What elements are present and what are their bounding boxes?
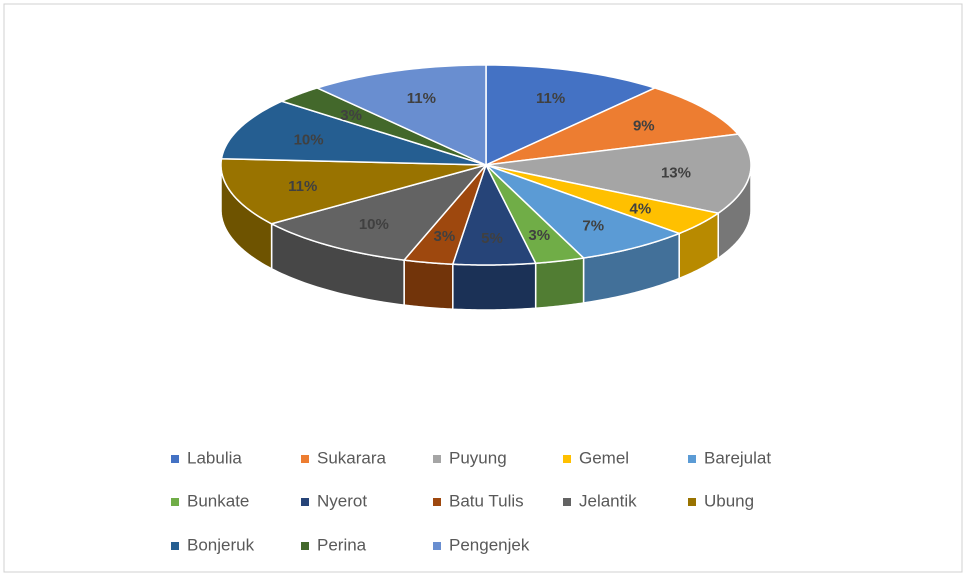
pie-slice	[485, 87, 740, 166]
data-label: 10%	[359, 216, 389, 233]
legend-swatch	[301, 455, 309, 463]
legend-label: Puyung	[449, 448, 507, 467]
legend-label: Bonjeruk	[187, 535, 255, 554]
data-label: 3%	[528, 227, 550, 244]
legend-label: Bunkate	[187, 491, 249, 510]
data-label: 11%	[536, 90, 565, 107]
legend-swatch	[688, 498, 696, 506]
pie-slice	[485, 164, 721, 235]
pie-slice	[220, 100, 487, 166]
legend-label: Gemel	[579, 448, 629, 467]
legend-swatch	[301, 498, 309, 506]
legend-swatch	[171, 455, 179, 463]
pie-side	[452, 262, 537, 311]
legend-swatch	[171, 498, 179, 506]
data-label: 11%	[407, 90, 436, 107]
legend-label: Batu Tulis	[449, 491, 524, 510]
pie-slice	[279, 87, 487, 166]
data-label: 4%	[630, 200, 652, 217]
legend-label: Labulia	[187, 448, 242, 467]
legend-label: Pengenjek	[449, 535, 530, 554]
pie-slice	[485, 64, 658, 167]
data-label: 3%	[340, 107, 362, 124]
data-label: 3%	[434, 228, 456, 245]
pie-slice	[485, 133, 752, 214]
legend-swatch	[563, 455, 571, 463]
data-label: 7%	[582, 218, 604, 235]
legend-label: Sukarara	[317, 448, 387, 467]
data-label: 13%	[661, 165, 691, 182]
legend-label: Nyerot	[317, 491, 367, 510]
legend-label: Barejulat	[704, 448, 771, 467]
legend-swatch	[433, 455, 441, 463]
pie-slice	[451, 163, 537, 266]
data-label: 10%	[294, 131, 324, 148]
pie-slice	[485, 164, 682, 259]
legend-swatch	[563, 498, 571, 506]
data-label: 5%	[481, 230, 503, 247]
legend-label: Perina	[317, 535, 367, 554]
data-label: 9%	[633, 117, 655, 134]
legend-swatch	[301, 542, 309, 550]
legend-swatch	[171, 542, 179, 550]
legend-swatch	[433, 542, 441, 550]
pie-slice	[220, 157, 487, 225]
data-label: 11%	[288, 178, 317, 195]
legend-swatch	[433, 498, 441, 506]
pie-side	[403, 259, 454, 310]
pie-slice	[314, 64, 487, 167]
legend-label: Ubung	[704, 491, 754, 510]
pie-slice	[269, 163, 489, 261]
pie-slice	[485, 164, 586, 265]
legend-swatch	[688, 455, 696, 463]
pie-side	[534, 257, 585, 310]
legend-label: Jelantik	[579, 491, 637, 510]
